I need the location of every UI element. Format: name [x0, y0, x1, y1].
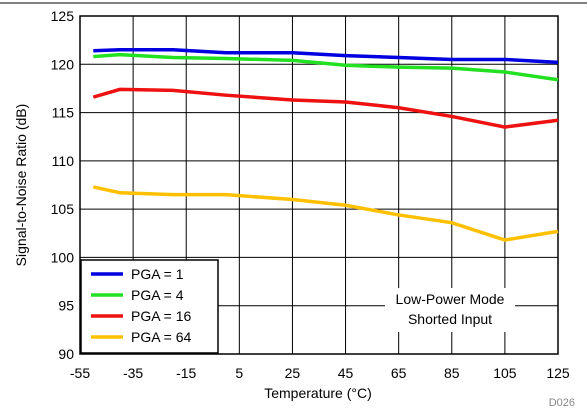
legend-label: PGA = 1	[131, 266, 184, 282]
x-tick-label: 65	[391, 365, 407, 381]
y-tick-label: 95	[58, 298, 74, 314]
annotation: Shorted Input	[408, 311, 492, 327]
x-tick-label: 105	[493, 365, 517, 381]
x-tick-label: 45	[338, 365, 354, 381]
series-line	[92, 87, 559, 129]
x-tick-label: -55	[70, 365, 90, 381]
series-line	[93, 52, 559, 82]
plot-frame	[79, 15, 559, 355]
annotation-bg	[385, 288, 515, 332]
y-axis-label: Signal-to-Noise Ratio (dB)	[13, 104, 29, 267]
y-tick-label: 115	[52, 105, 75, 121]
x-tick-label: 5	[235, 365, 243, 381]
x-tick-label: 85	[444, 365, 460, 381]
y-tick-label: 125	[51, 8, 75, 24]
x-tick-label: 125	[546, 365, 570, 381]
annotation: Low-Power Mode	[396, 291, 505, 307]
x-tick-label: -15	[176, 365, 196, 381]
series-line	[93, 48, 559, 65]
legend-label: PGA = 64	[131, 329, 192, 345]
x-axis-label: Temperature (°C)	[264, 385, 372, 401]
y-tick-label: 120	[51, 56, 75, 72]
x-tick-label: 25	[285, 365, 301, 381]
figure-id: D026	[549, 397, 575, 409]
x-tick-label: -35	[123, 365, 143, 381]
y-tick-label: 90	[58, 346, 74, 362]
series-line	[92, 185, 559, 242]
y-tick-label: 110	[52, 153, 75, 169]
legend-label: PGA = 16	[131, 308, 192, 324]
legend-label: PGA = 4	[131, 287, 184, 303]
y-tick-label: 100	[51, 249, 75, 265]
y-tick-label: 105	[51, 201, 75, 217]
